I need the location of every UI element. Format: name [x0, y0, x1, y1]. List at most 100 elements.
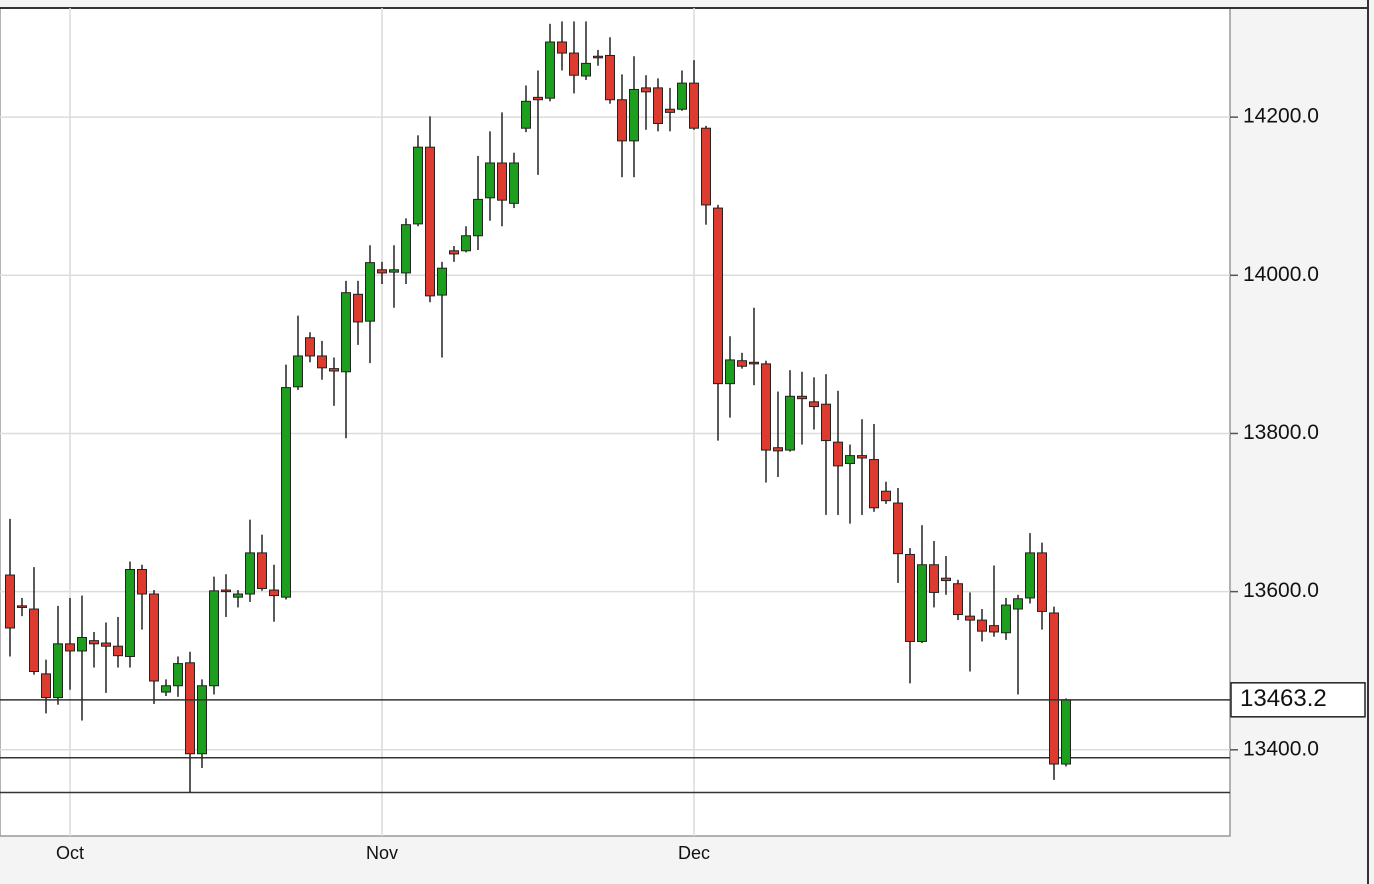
- candle-body: [953, 583, 963, 616]
- candle-body: [677, 82, 687, 110]
- candle-body: [317, 355, 327, 369]
- candle-body: [389, 269, 399, 273]
- candle-body: [305, 337, 315, 357]
- candle-body: [497, 162, 507, 201]
- candle-body: [185, 662, 195, 755]
- candle-body: [41, 673, 51, 699]
- candle-body: [1037, 552, 1047, 612]
- candle-body: [425, 146, 435, 297]
- plot-area: [0, 7, 1231, 837]
- candle-body: [557, 41, 567, 54]
- candle-body: [149, 593, 159, 682]
- candle-body: [413, 146, 423, 225]
- candle-body: [857, 455, 867, 459]
- candle-body: [89, 640, 99, 645]
- candle-body: [569, 52, 579, 76]
- candle-body: [929, 564, 939, 593]
- y-tick-label: 13800.0: [1243, 421, 1319, 444]
- candle-body: [821, 403, 831, 442]
- candle-body: [737, 360, 747, 367]
- candle-body: [281, 387, 291, 598]
- candle-body: [221, 589, 231, 593]
- x-tick-label: Nov: [366, 843, 398, 863]
- candle-body: [977, 619, 987, 632]
- candle-body: [473, 198, 483, 237]
- candle-body: [917, 564, 927, 642]
- candle-body: [1013, 598, 1023, 610]
- candle-body: [965, 615, 975, 621]
- candle-body: [401, 224, 411, 274]
- candle-body: [341, 292, 351, 373]
- candle-body: [1049, 612, 1059, 765]
- candle-body: [641, 87, 651, 93]
- candle-body: [485, 162, 495, 199]
- candle-body: [701, 127, 711, 206]
- candle-body: [245, 552, 255, 595]
- candle-body: [29, 608, 39, 673]
- candle-body: [161, 685, 171, 693]
- candle-body: [581, 62, 591, 77]
- candle-body: [725, 359, 735, 385]
- candle-body: [233, 593, 243, 598]
- candle-body: [713, 207, 723, 385]
- candle-body: [449, 250, 459, 255]
- last-price-label: 13463.2: [1240, 685, 1327, 712]
- candle-body: [461, 235, 471, 252]
- y-tick-label: 14000.0: [1243, 263, 1319, 286]
- candle-body: [905, 553, 915, 642]
- candle-body: [989, 625, 999, 633]
- candle-body: [1001, 604, 1011, 634]
- candle-body: [1025, 552, 1035, 599]
- candle-body: [377, 269, 387, 274]
- candle-body: [833, 441, 843, 467]
- candle-body: [353, 293, 363, 323]
- candle-body: [809, 401, 819, 408]
- candle-body: [797, 395, 807, 400]
- candle-body: [65, 643, 75, 652]
- candle-body: [773, 447, 783, 452]
- candle-body: [509, 162, 519, 204]
- last-price-box: [1230, 682, 1366, 718]
- candle-body: [689, 82, 699, 129]
- candle-body: [629, 88, 639, 142]
- candle-body: [77, 637, 87, 652]
- candle-body: [881, 490, 891, 502]
- candle-body: [101, 642, 111, 647]
- candle-body: [869, 459, 879, 509]
- candle-body: [113, 645, 123, 657]
- candle-body: [749, 361, 759, 365]
- candle-body: [533, 96, 543, 101]
- candle-body: [845, 455, 855, 465]
- candle-body: [5, 574, 15, 629]
- candle-body: [941, 577, 951, 582]
- candle-body: [125, 568, 135, 657]
- candle-body: [209, 590, 219, 687]
- candle-body: [761, 363, 771, 451]
- candle-body: [665, 108, 675, 113]
- candle-body: [17, 605, 27, 608]
- candle-body: [605, 54, 615, 101]
- candle-body: [1061, 699, 1071, 765]
- candle-body: [365, 262, 375, 322]
- candle-body: [521, 100, 531, 129]
- y-tick-label: 14200.0: [1243, 105, 1319, 128]
- candle-body: [53, 643, 63, 699]
- y-tick-label: 13400.0: [1243, 737, 1319, 760]
- y-tick-label: 13600.0: [1243, 579, 1319, 602]
- candle-body: [785, 395, 795, 451]
- candle-body: [173, 663, 183, 687]
- candle-body: [617, 99, 627, 142]
- candle-body: [257, 552, 267, 589]
- candle-body: [137, 568, 147, 595]
- candle-body: [197, 685, 207, 755]
- candle-body: [545, 41, 555, 99]
- x-tick-label: Oct: [56, 843, 84, 863]
- candle-body: [437, 267, 447, 296]
- candle-body: [269, 589, 279, 597]
- candle-body: [329, 368, 339, 372]
- x-tick-label: Dec: [678, 843, 710, 863]
- candle-body: [593, 55, 603, 59]
- candle-body: [653, 87, 663, 124]
- candle-body: [293, 355, 303, 388]
